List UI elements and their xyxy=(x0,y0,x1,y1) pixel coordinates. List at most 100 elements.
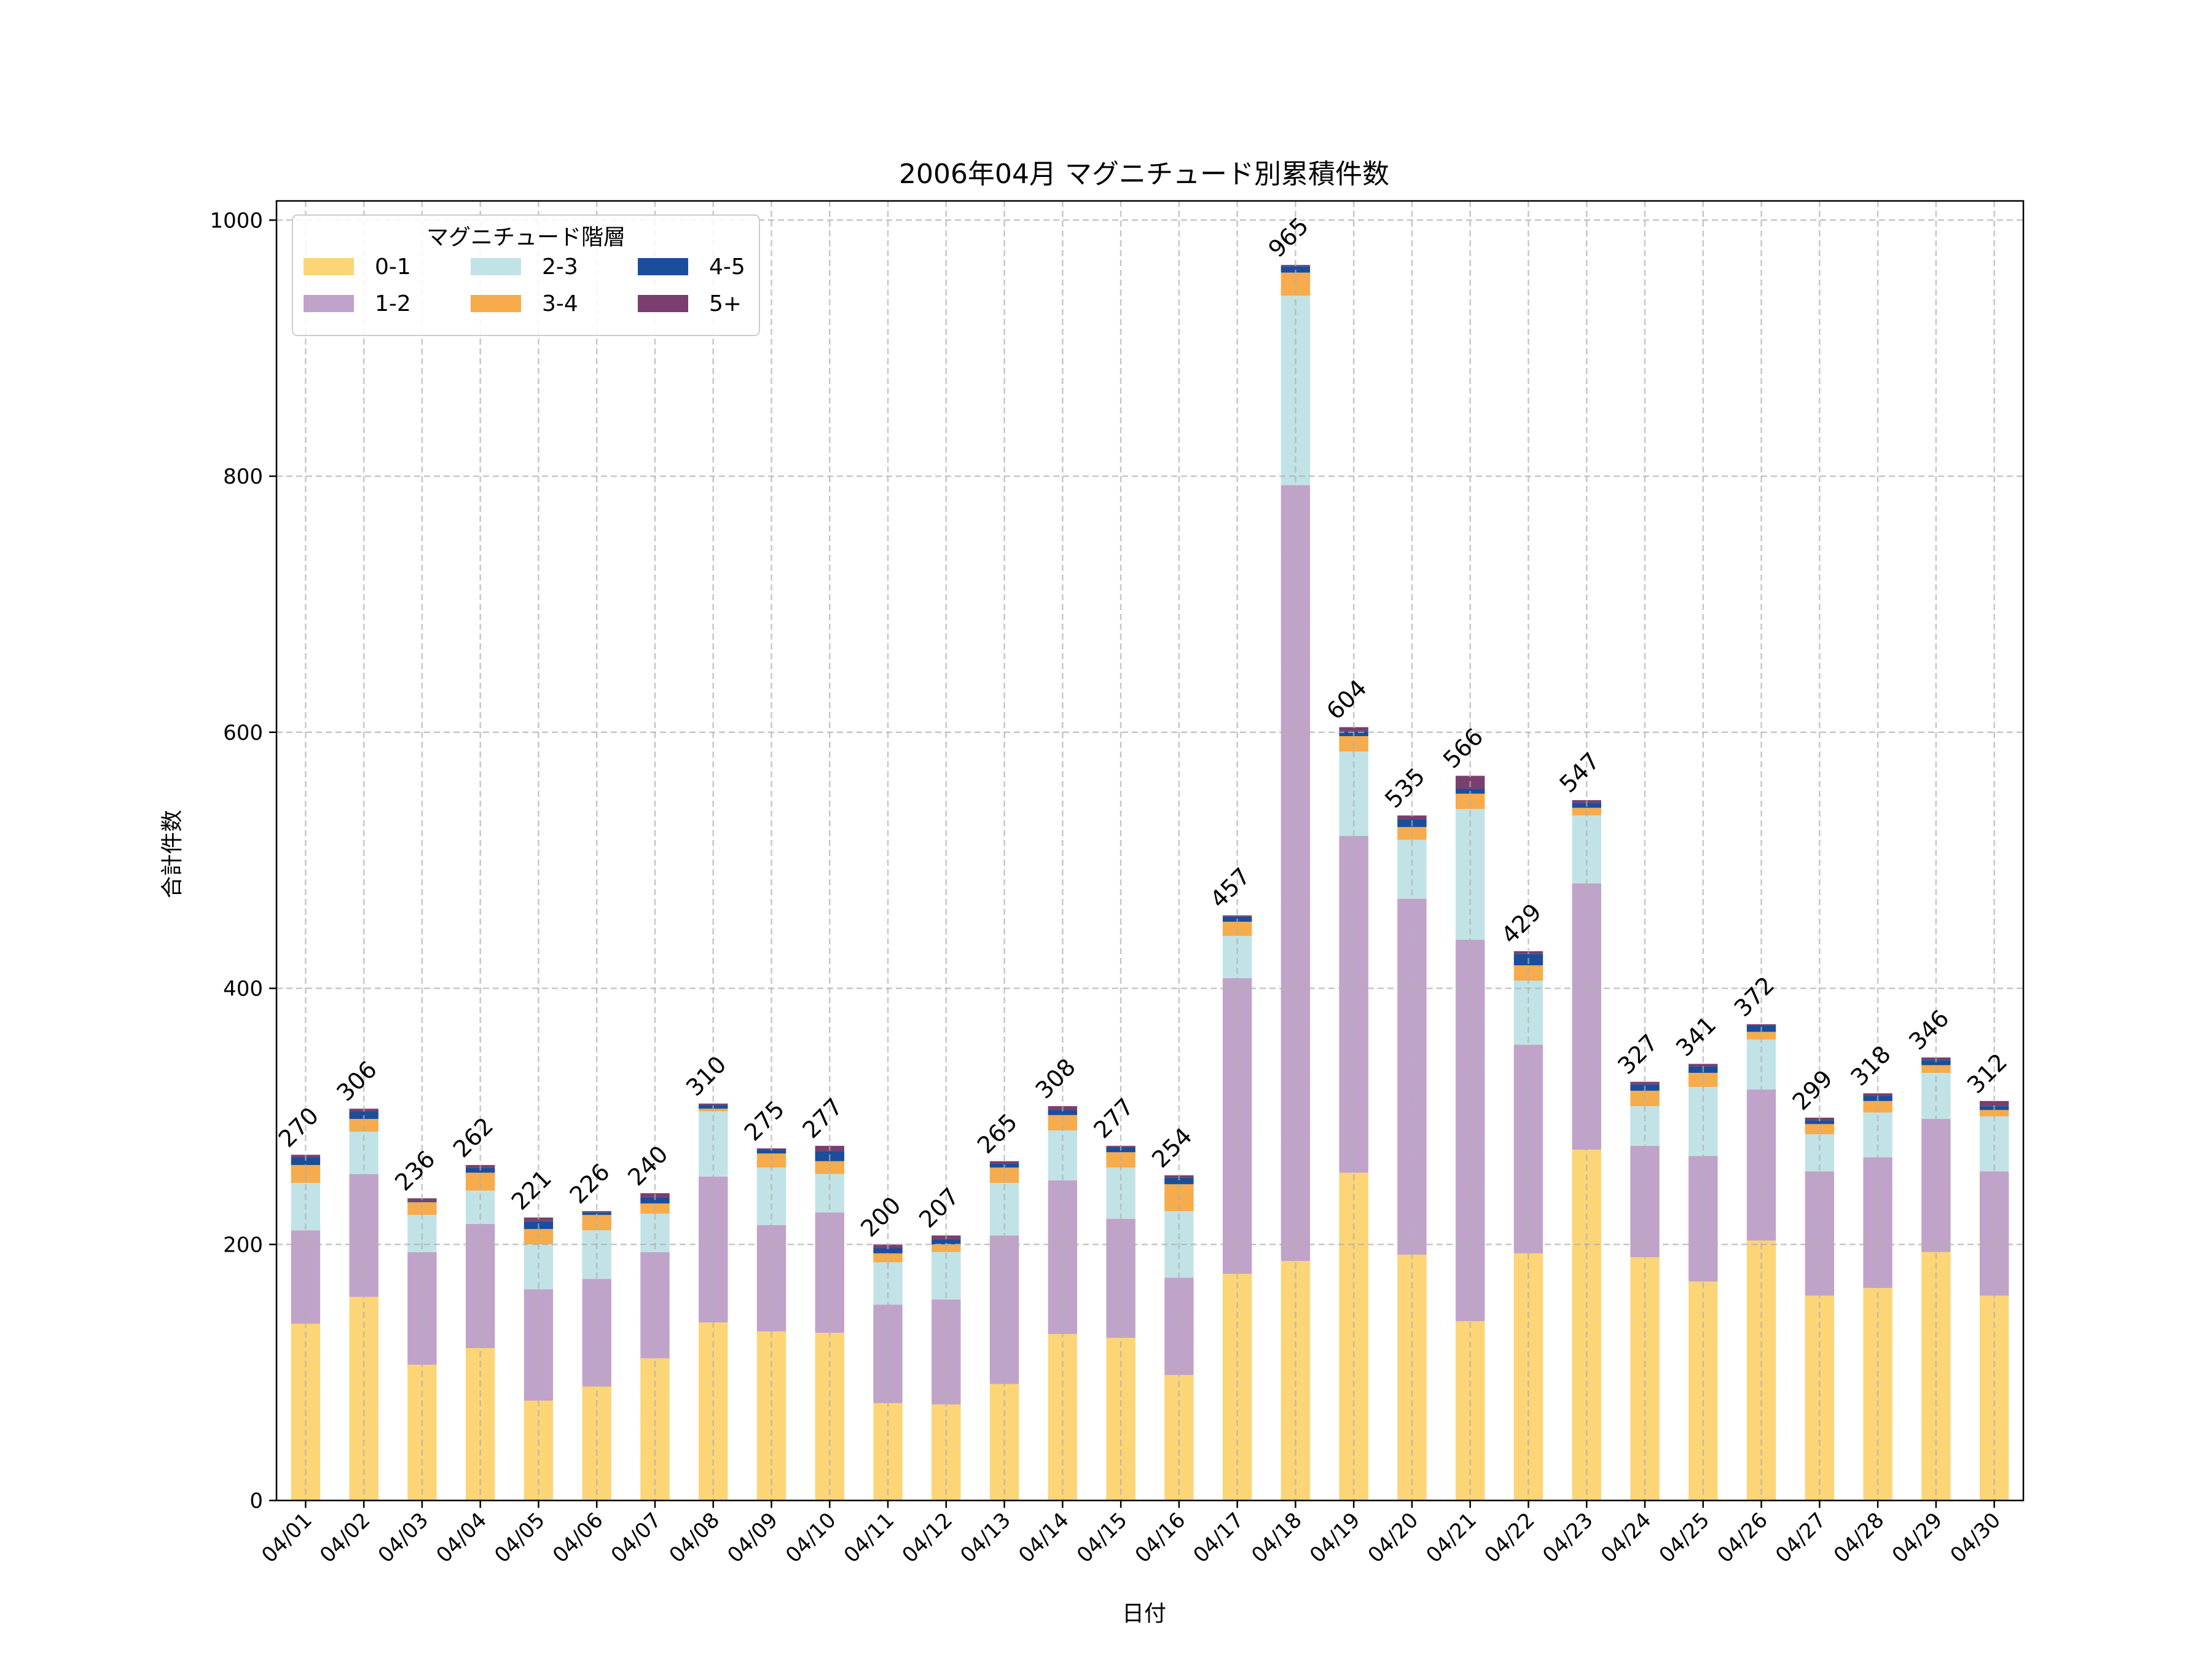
bar-segment-5+-04/17 xyxy=(1222,915,1252,917)
x-tick-label-04/06: 04/06 xyxy=(548,1508,608,1568)
x-axis-label: 日付 xyxy=(1122,1601,1166,1626)
total-label-04/08: 310 xyxy=(681,1051,731,1101)
bar-segment-4-5-04/09 xyxy=(756,1150,786,1154)
legend-swatch-2-3 xyxy=(471,258,521,275)
bar-segment-4-5-04/16 xyxy=(1164,1177,1194,1185)
x-tick-label-04/02: 04/02 xyxy=(315,1508,375,1568)
x-tick-label-04/23: 04/23 xyxy=(1538,1508,1598,1568)
x-tick-label-04/15: 04/15 xyxy=(1072,1508,1132,1568)
x-tick-label-04/18: 04/18 xyxy=(1247,1508,1307,1568)
x-tick-label-04/25: 04/25 xyxy=(1655,1508,1715,1568)
total-label-04/27: 299 xyxy=(1787,1065,1838,1115)
bar-segment-1-2-04/13 xyxy=(989,1235,1019,1384)
bar-segment-4-5-04/07 xyxy=(640,1197,670,1204)
x-tick-label-04/11: 04/11 xyxy=(839,1508,900,1568)
bar-segment-1-2-04/03 xyxy=(407,1252,437,1365)
y-axis-label: 合計件数 xyxy=(160,810,185,898)
bar-segment-5+-04/13 xyxy=(989,1161,1019,1164)
bar-segment-1-2-04/19 xyxy=(1339,836,1368,1173)
chart-title: 2006年04月 マグニチュード別累積件数 xyxy=(899,159,1389,190)
bar-segment-4-5-04/29 xyxy=(1921,1060,1951,1065)
x-tick-label-04/04: 04/04 xyxy=(431,1508,492,1568)
bar-segment-4-5-04/12 xyxy=(931,1239,961,1245)
x-tick-label-04/12: 04/12 xyxy=(898,1508,958,1568)
x-tick-label-04/05: 04/05 xyxy=(490,1508,550,1568)
total-label-04/29: 346 xyxy=(1904,1005,1954,1055)
legend-label-1-2: 1-2 xyxy=(375,291,411,316)
x-tick-label-04/09: 04/09 xyxy=(723,1508,783,1568)
bar-segment-4-5-04/14 xyxy=(1048,1110,1078,1115)
bar-segment-1-2-04/24 xyxy=(1630,1145,1660,1258)
total-label-04/15: 277 xyxy=(1088,1093,1139,1143)
total-label-04/01: 270 xyxy=(273,1102,324,1152)
x-tick-label-04/24: 04/24 xyxy=(1596,1508,1657,1568)
y-tick-label-800: 800 xyxy=(223,465,263,489)
x-tick-label-04/28: 04/28 xyxy=(1829,1508,1889,1568)
total-label-04/19: 604 xyxy=(1321,674,1371,724)
legend-label-0-1: 0-1 xyxy=(375,254,411,280)
bar-segment-2-3-04/20 xyxy=(1397,839,1427,899)
x-tick-label-04/21: 04/21 xyxy=(1422,1508,1482,1568)
bar-segment-3-4-04/26 xyxy=(1746,1032,1776,1040)
bar-segment-4-5-04/03 xyxy=(407,1201,437,1202)
legend-swatch-4-5 xyxy=(638,258,688,275)
x-tick-label-04/13: 04/13 xyxy=(955,1508,1016,1568)
bar-segment-3-4-04/30 xyxy=(1979,1110,2009,1116)
total-label-04/22: 429 xyxy=(1496,898,1547,949)
bar-segment-5+-04/24 xyxy=(1630,1081,1660,1084)
bar-segment-5+-04/28 xyxy=(1863,1093,1892,1096)
bar-segment-0-1-04/14 xyxy=(1048,1334,1078,1500)
total-label-04/02: 306 xyxy=(331,1056,382,1106)
bar-segment-5+-04/08 xyxy=(699,1104,728,1105)
total-label-04/03: 236 xyxy=(390,1145,440,1196)
total-label-04/09: 275 xyxy=(739,1096,790,1146)
x-tick-label-04/26: 04/26 xyxy=(1712,1508,1773,1568)
x-tick-label-04/30: 04/30 xyxy=(1945,1508,2006,1568)
legend-swatch-5+ xyxy=(638,295,688,312)
legend-swatch-0-1 xyxy=(304,258,354,275)
bar-segment-1-2-04/23 xyxy=(1572,883,1601,1150)
legend-label-5+: 5+ xyxy=(709,291,742,316)
bar-segment-4-5-04/27 xyxy=(1805,1120,1835,1124)
legend-label-3-4: 3-4 xyxy=(542,291,578,316)
x-tick-label-04/14: 04/14 xyxy=(1014,1508,1074,1568)
bar-segment-4-5-04/01 xyxy=(291,1157,321,1166)
x-tick-label-04/17: 04/17 xyxy=(1188,1508,1249,1568)
total-label-04/25: 341 xyxy=(1671,1011,1721,1061)
y-tick-label-0: 0 xyxy=(249,1489,263,1513)
x-tick-label-04/01: 04/01 xyxy=(257,1508,317,1568)
bar-segment-0-1-04/30 xyxy=(1979,1295,2009,1500)
bar-segment-5+-04/25 xyxy=(1688,1064,1718,1067)
y-tick-label-400: 400 xyxy=(223,977,263,1002)
y-tick-label-1000: 1000 xyxy=(210,208,263,233)
bar-segment-2-3-04/30 xyxy=(1979,1116,2009,1172)
total-label-04/23: 547 xyxy=(1555,747,1605,798)
x-tick-label-04/07: 04/07 xyxy=(606,1508,667,1568)
total-label-04/07: 240 xyxy=(622,1140,673,1191)
legend-swatch-3-4 xyxy=(471,295,521,312)
y-tick-label-200: 200 xyxy=(223,1233,263,1257)
bar-segment-0-1-04/02 xyxy=(349,1296,378,1500)
x-tick-label-04/22: 04/22 xyxy=(1480,1508,1540,1568)
total-label-04/05: 221 xyxy=(506,1164,557,1215)
bar-segment-5+-04/26 xyxy=(1746,1024,1776,1026)
total-label-04/21: 566 xyxy=(1438,723,1488,774)
bar-segment-5+-04/30 xyxy=(1979,1100,2009,1107)
total-label-04/11: 200 xyxy=(855,1191,906,1242)
total-label-04/06: 226 xyxy=(564,1158,614,1209)
x-tick-label-04/20: 04/20 xyxy=(1363,1508,1424,1568)
total-label-04/12: 207 xyxy=(914,1183,964,1233)
bars xyxy=(291,265,2009,1500)
total-label-04/30: 312 xyxy=(1962,1048,2012,1099)
x-tick-label-04/03: 04/03 xyxy=(374,1508,434,1568)
total-label-04/16: 254 xyxy=(1147,1123,1197,1173)
total-label-04/10: 277 xyxy=(798,1093,848,1143)
legend-swatch-1-2 xyxy=(304,295,354,312)
total-label-04/13: 265 xyxy=(972,1108,1022,1159)
total-label-04/24: 327 xyxy=(1612,1029,1663,1080)
total-label-04/14: 308 xyxy=(1030,1053,1081,1104)
total-label-04/04: 262 xyxy=(448,1112,498,1163)
legend: マグニチュード階層 0-1 1-2 2-3 3-4 4-5 5+ xyxy=(292,214,760,336)
bar-segment-4-5-04/02 xyxy=(349,1111,378,1120)
